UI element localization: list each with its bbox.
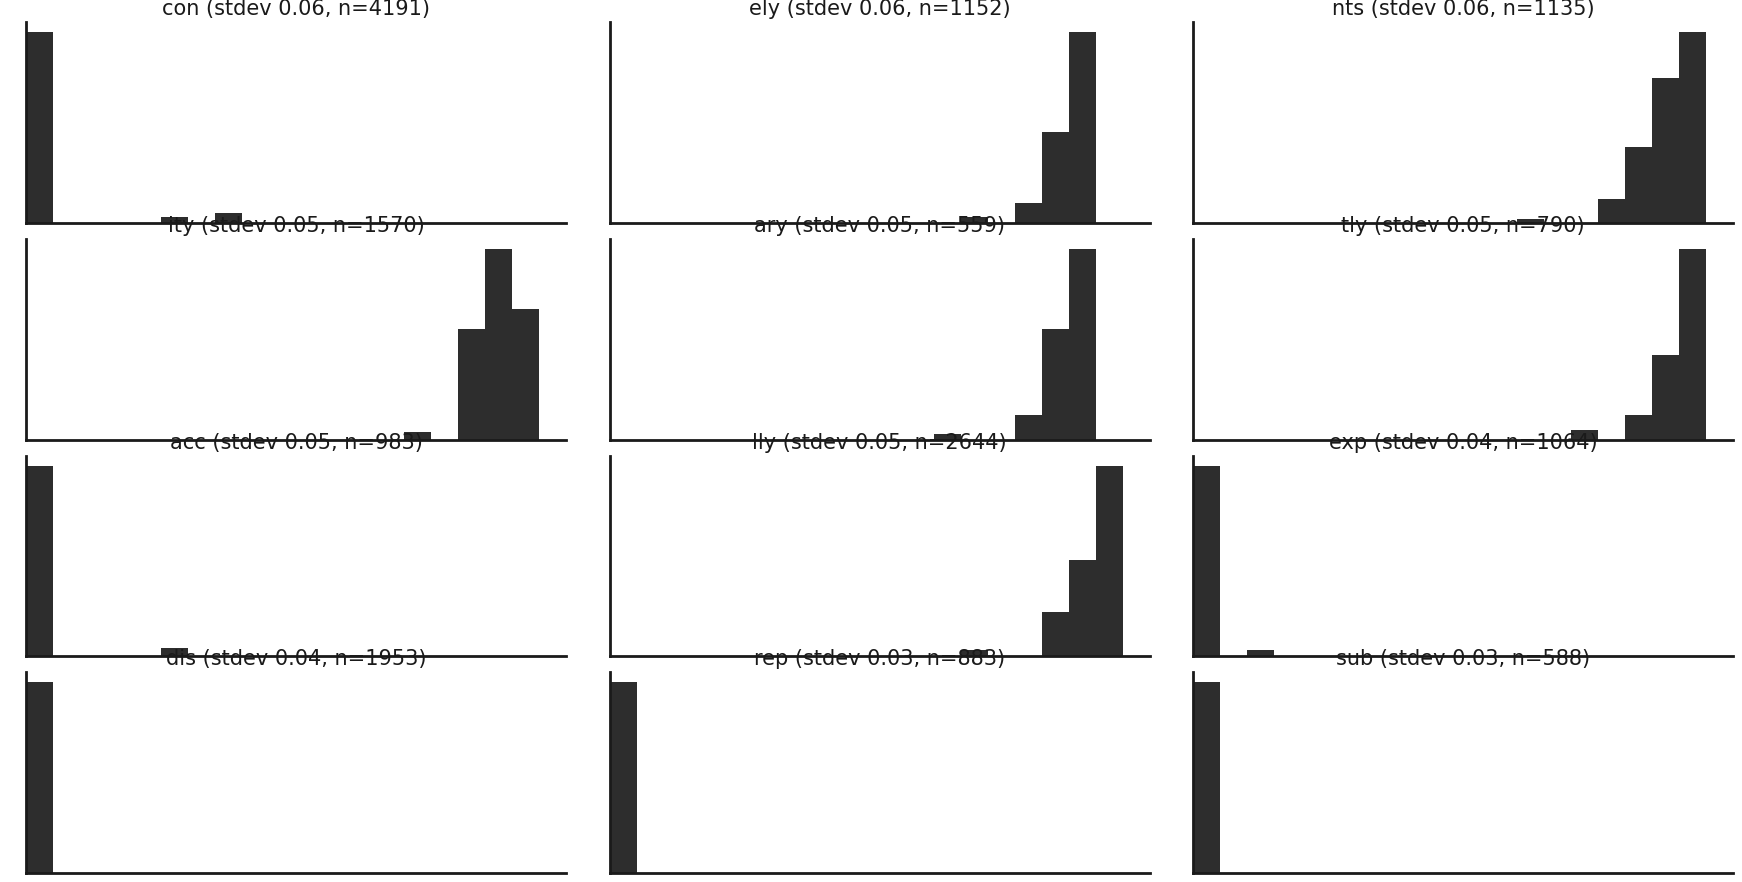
Title: nts (stdev 0.06, n=1135): nts (stdev 0.06, n=1135) [1333,0,1594,19]
Bar [216,213,242,223]
Bar [1042,612,1070,656]
Bar [1651,355,1679,439]
Title: ely (stdev 0.06, n=1152): ely (stdev 0.06, n=1152) [749,0,1010,19]
Bar [1042,132,1070,223]
Bar [162,217,188,223]
Bar [1070,560,1096,656]
Bar [512,309,540,439]
Bar [1193,466,1219,656]
Bar [1625,146,1651,223]
Bar [934,434,962,439]
Bar [962,650,988,656]
Bar [1625,415,1651,439]
Bar [1096,466,1124,656]
Bar [162,648,188,656]
Bar [458,329,486,439]
Bar [1571,430,1597,439]
Bar [1016,203,1042,223]
Bar [1070,249,1096,439]
Title: lly (stdev 0.05, n=2644): lly (stdev 0.05, n=2644) [753,433,1007,452]
Bar [1597,198,1625,223]
Title: rep (stdev 0.03, n=883): rep (stdev 0.03, n=883) [754,649,1005,669]
Bar [1070,32,1096,223]
Title: tly (stdev 0.05, n=790): tly (stdev 0.05, n=790) [1341,216,1585,235]
Bar [26,683,54,873]
Bar [486,249,512,439]
Title: con (stdev 0.06, n=4191): con (stdev 0.06, n=4191) [162,0,430,19]
Bar [962,217,988,223]
Bar [1679,249,1705,439]
Bar [1651,78,1679,223]
Title: dis (stdev 0.04, n=1953): dis (stdev 0.04, n=1953) [165,649,427,669]
Title: exp (stdev 0.04, n=1064): exp (stdev 0.04, n=1064) [1329,433,1597,452]
Bar [1042,329,1070,439]
Title: acc (stdev 0.05, n=983): acc (stdev 0.05, n=983) [169,433,423,452]
Title: sub (stdev 0.03, n=588): sub (stdev 0.03, n=588) [1336,649,1590,669]
Title: ary (stdev 0.05, n=559): ary (stdev 0.05, n=559) [754,216,1005,235]
Bar [1517,219,1543,223]
Bar [1016,415,1042,439]
Bar [1193,683,1219,873]
Bar [610,683,636,873]
Title: ity (stdev 0.05, n=1570): ity (stdev 0.05, n=1570) [167,216,425,235]
Bar [26,466,54,656]
Bar [404,431,432,439]
Bar [1247,650,1273,656]
Bar [26,32,54,223]
Bar [1679,32,1705,223]
